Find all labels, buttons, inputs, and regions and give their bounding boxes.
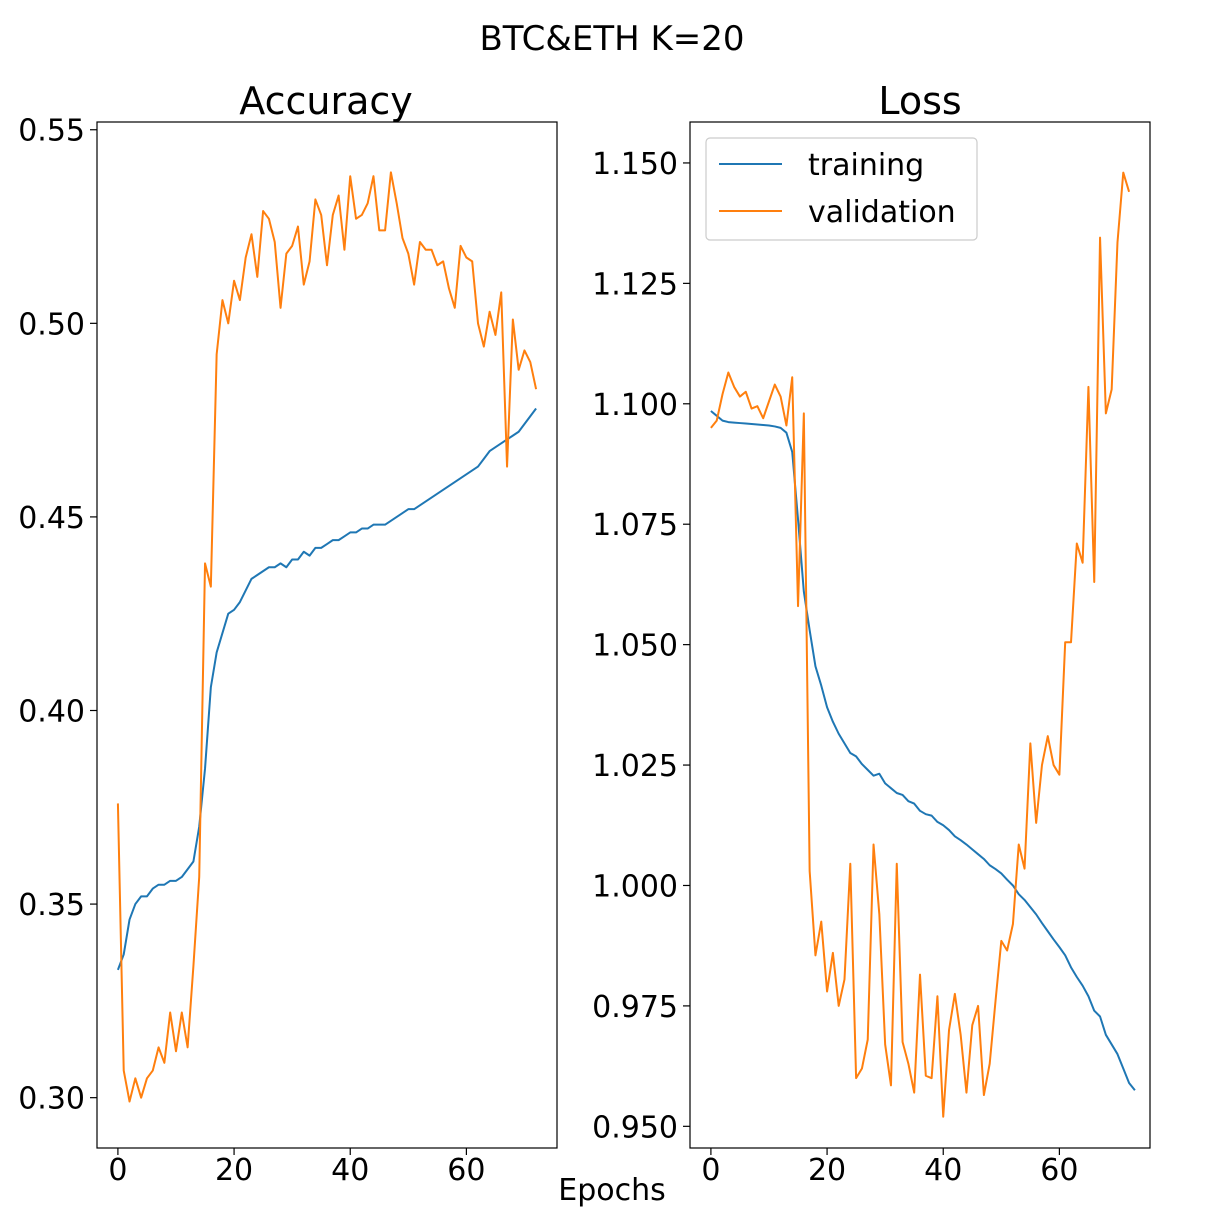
loss-y-tick-label: 1.125 bbox=[592, 267, 678, 302]
loss-panel: Loss 0 20 40 60 0.950 0.975 1.000 1.025 1.050 1.0… bbox=[592, 79, 1151, 1188]
loss-axes-frame bbox=[689, 121, 1151, 1149]
loss-y-tick-label: 0.950 bbox=[592, 1110, 678, 1145]
figure-suptitle: BTC&ETH K=20 bbox=[479, 19, 744, 59]
accuracy-panel: Accuracy 0 20 40 60 0.30 0.35 0.40 0.45 0.50 0.55 bbox=[18, 79, 558, 1188]
accuracy-title: Accuracy bbox=[239, 79, 413, 123]
accuracy-y-tick-label: 0.30 bbox=[18, 1082, 85, 1117]
accuracy-x-tick-label: 0 bbox=[108, 1153, 127, 1188]
accuracy-y-tick-label: 0.35 bbox=[18, 888, 85, 923]
accuracy-y-tick-label: 0.55 bbox=[18, 114, 85, 149]
loss-y-tick-label: 1.075 bbox=[592, 508, 678, 543]
accuracy-y-tick-label: 0.40 bbox=[18, 694, 85, 729]
legend-training-label: training bbox=[808, 148, 924, 183]
loss-x-tick-label: 40 bbox=[924, 1153, 962, 1188]
accuracy-training-line bbox=[116, 407, 537, 971]
loss-x-tick-label: 0 bbox=[701, 1153, 720, 1188]
loss-y-tick-label: 1.150 bbox=[592, 147, 678, 182]
accuracy-y-tick-label: 0.45 bbox=[18, 501, 85, 536]
loss-x-tick-label: 60 bbox=[1040, 1153, 1078, 1188]
accuracy-x-tick-label: 40 bbox=[331, 1153, 369, 1188]
loss-y-tick-label: 1.050 bbox=[592, 629, 678, 664]
x-axis-label: Epochs bbox=[558, 1173, 666, 1208]
loss-title: Loss bbox=[878, 79, 961, 123]
loss-y-tick-label: 0.975 bbox=[592, 990, 678, 1025]
loss-training-line bbox=[710, 410, 1136, 1091]
legend-validation-label: validation bbox=[808, 195, 956, 230]
loss-y-tick-label: 1.100 bbox=[592, 388, 678, 423]
accuracy-validation-line bbox=[116, 171, 538, 1103]
loss-y-tick-label: 1.025 bbox=[592, 749, 678, 784]
accuracy-x-tick-label: 60 bbox=[447, 1153, 485, 1188]
loss-validation-line bbox=[710, 171, 1131, 1118]
accuracy-x-tick-label: 20 bbox=[215, 1153, 253, 1188]
loss-y-tick-label: 1.000 bbox=[592, 869, 678, 904]
accuracy-y-tick-label: 0.50 bbox=[18, 307, 85, 342]
loss-x-tick-label: 20 bbox=[808, 1153, 846, 1188]
accuracy-axes-frame bbox=[96, 121, 558, 1149]
